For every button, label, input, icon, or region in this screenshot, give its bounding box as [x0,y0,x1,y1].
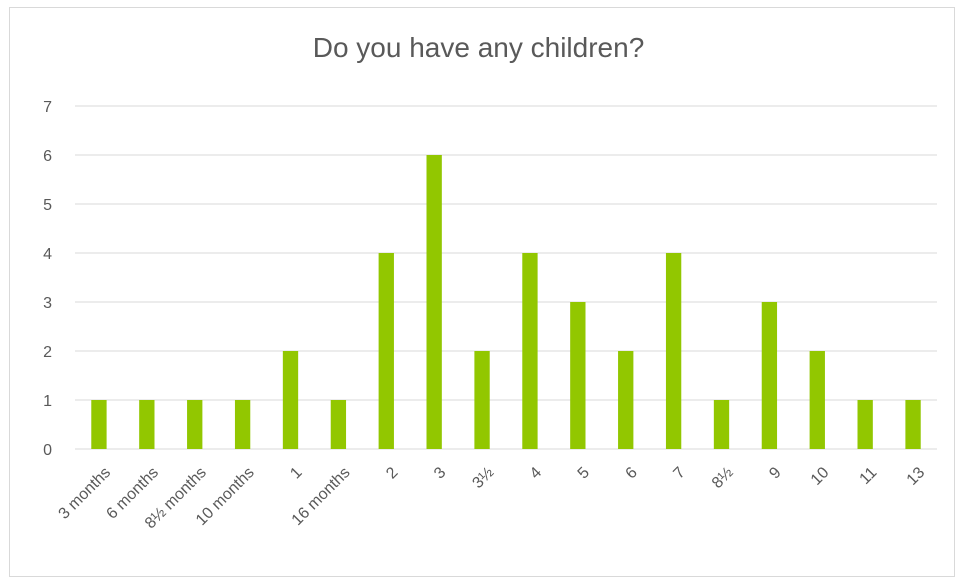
bar [234,400,251,449]
bar [426,155,442,449]
bar [522,253,538,449]
bar [282,351,299,449]
y-tick-label: 3 [43,295,52,312]
bar [91,400,107,449]
x-tick-label: 4 [527,464,545,482]
gridlines [75,105,937,450]
bar [713,400,730,449]
bar [330,400,347,449]
x-tick-label: 1 [287,464,305,482]
chart-frame [9,7,955,577]
bar [570,302,586,449]
bar [809,351,825,449]
y-axis-ticks: 0 1 2 3 4 5 6 7 [43,99,52,459]
y-tick-label: 2 [43,344,52,361]
x-tick-label: 3 [431,464,449,482]
y-tick-label: 1 [43,393,52,410]
x-tick-label: 7 [670,464,688,482]
bar [761,302,778,449]
x-tick-label: 6 [623,464,641,482]
bar [474,351,490,449]
bar [905,400,921,449]
x-tick-label: 8½ [709,464,737,492]
bar [665,253,682,449]
y-tick-label: 7 [43,99,52,116]
bar [618,351,634,449]
bar [378,253,394,449]
x-tick-label: 11 [857,464,881,488]
y-tick-label: 5 [43,197,52,214]
bar [139,400,155,449]
y-tick-label: 4 [43,246,52,263]
chart-title: Do you have any children? [312,32,645,63]
bar [187,400,203,449]
x-tick-label: 9 [766,464,784,482]
x-tick-label: 10 [808,464,833,489]
y-tick-label: 0 [43,442,52,459]
x-tick-label: 3½ [469,464,497,492]
bar [857,400,873,449]
x-tick-label: 13 [904,464,929,489]
y-tick-label: 6 [43,148,52,165]
x-tick-label: 2 [383,464,401,482]
x-tick-label: 5 [575,464,593,482]
bars [91,155,921,449]
